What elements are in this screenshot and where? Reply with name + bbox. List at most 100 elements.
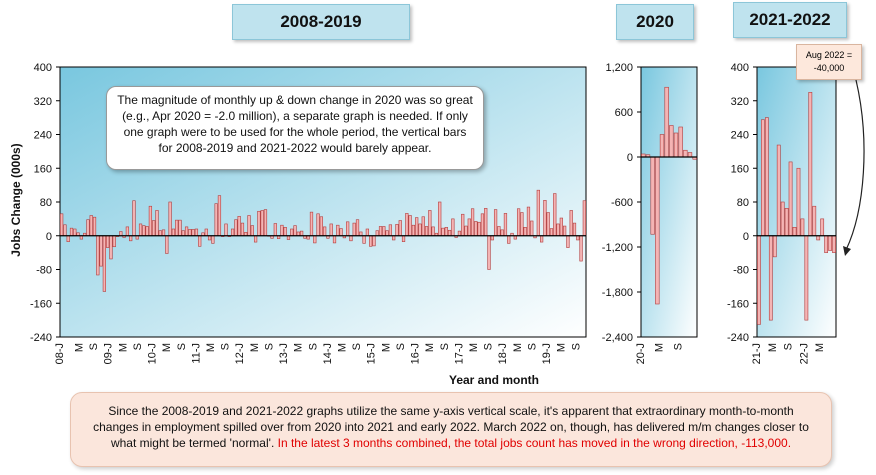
bar	[507, 235, 511, 244]
bar	[362, 235, 366, 244]
x-tick-label: M	[556, 343, 568, 352]
bar	[569, 210, 573, 237]
bar	[484, 208, 488, 237]
x-tick-label: M	[336, 343, 348, 352]
bar	[776, 144, 781, 237]
x-tick-label: S	[132, 343, 144, 350]
x-tick-label: 15-J	[366, 343, 378, 364]
bar	[184, 226, 189, 237]
bar	[309, 211, 314, 237]
bar	[148, 205, 153, 237]
bar	[800, 218, 805, 237]
bar	[832, 235, 836, 253]
x-tick-label: M	[117, 343, 129, 352]
x-tick-label: S	[570, 343, 582, 350]
bar	[659, 134, 665, 158]
bar	[332, 235, 337, 244]
bar	[401, 235, 406, 242]
bar	[283, 227, 287, 237]
bar	[102, 235, 106, 292]
bar	[129, 235, 133, 242]
bottom-note-highlight: In the latest 3 months combined, the tot…	[277, 436, 792, 450]
bar	[523, 227, 527, 237]
bar	[441, 227, 445, 237]
bar	[385, 230, 389, 237]
bar	[444, 227, 448, 237]
bar	[263, 209, 268, 237]
bar	[316, 213, 320, 237]
bar	[576, 235, 580, 241]
bar	[336, 224, 340, 237]
bar	[388, 224, 393, 237]
bar	[158, 230, 162, 237]
bar	[395, 224, 399, 237]
bar	[365, 228, 369, 237]
bar	[89, 215, 93, 237]
y-tick-label: -240	[30, 332, 52, 344]
x-tick-label: M	[512, 343, 524, 352]
bar	[424, 226, 429, 237]
bar	[650, 156, 655, 235]
period-label-2008-2019: 2008-2019	[232, 4, 410, 40]
bar	[428, 210, 432, 237]
bar	[138, 223, 143, 237]
bar	[224, 223, 228, 237]
bar	[165, 235, 169, 254]
bar	[161, 229, 166, 237]
x-tick-label: M	[293, 343, 305, 352]
bar	[438, 201, 442, 237]
y-tick-label: 80	[737, 197, 749, 209]
y-tick-label: 1,200	[605, 62, 633, 74]
y-tick-label: 0	[627, 152, 633, 164]
x-tick-label: S	[672, 343, 684, 350]
bar	[257, 210, 261, 237]
bar	[421, 216, 425, 237]
bar	[451, 218, 455, 237]
bar	[346, 221, 350, 237]
y-tick-label: -2,400	[602, 332, 633, 344]
aug-2022-callout: Aug 2022 = -40,000	[796, 44, 862, 80]
x-tick-label: 11-J	[190, 343, 202, 364]
x-tick-label: 10-J	[147, 343, 159, 364]
bar	[300, 230, 304, 237]
x-tick-label: 08-J	[54, 343, 66, 364]
y-axis-label: Jobs Change (000s)	[9, 143, 23, 256]
bar	[757, 235, 761, 325]
bar	[816, 235, 821, 241]
y-tick-label: -1,200	[602, 242, 633, 254]
x-tick-label: M	[73, 343, 85, 352]
bar	[247, 215, 251, 237]
bar	[543, 200, 547, 237]
x-tick-label: M	[161, 343, 173, 352]
x-tick-label: M	[468, 343, 480, 352]
bar	[375, 230, 379, 237]
bar	[772, 235, 777, 258]
bar	[526, 206, 531, 237]
bar	[780, 201, 785, 237]
bar	[669, 125, 674, 158]
bar	[211, 235, 215, 244]
callout-arrow	[845, 79, 865, 251]
bar	[812, 205, 817, 237]
bar	[237, 216, 241, 237]
bar	[96, 235, 100, 276]
bar	[66, 235, 70, 242]
x-tick-label: 21-J	[751, 343, 763, 364]
bar	[63, 224, 67, 237]
bar	[559, 217, 563, 237]
bar	[106, 235, 110, 248]
bar	[234, 219, 238, 237]
bar	[572, 222, 577, 237]
bar	[563, 225, 567, 237]
bar	[493, 209, 498, 237]
bar	[253, 235, 258, 243]
y-tick-label: 160	[34, 163, 52, 175]
bar	[175, 219, 179, 237]
y-tick-label: 80	[40, 197, 52, 209]
x-tick-label: 20-J	[635, 343, 647, 364]
x-tick-label: 19-J	[541, 343, 553, 364]
period-label-2020: 2020	[616, 4, 694, 40]
bar	[69, 227, 74, 237]
y-tick-label: -160	[30, 298, 52, 310]
bar	[293, 225, 297, 237]
